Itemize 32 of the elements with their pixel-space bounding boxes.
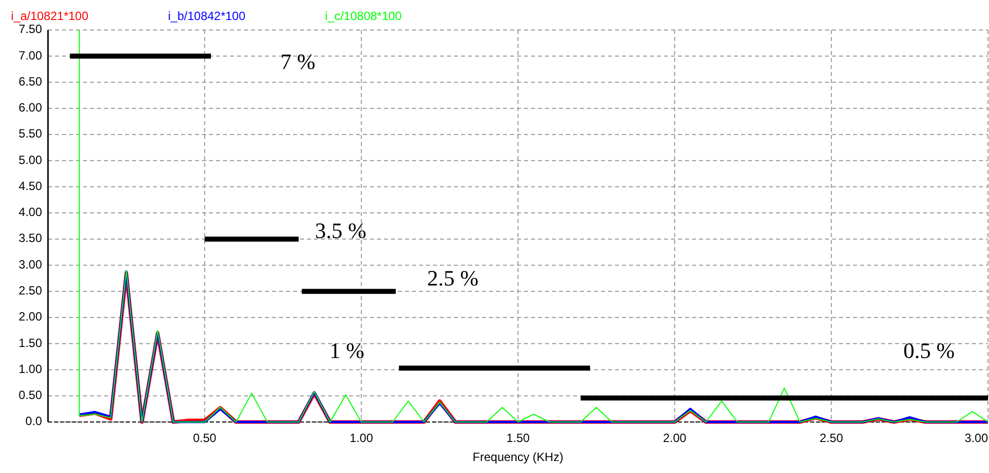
x-tick-label: 2.00 (662, 431, 687, 445)
y-tick-label: 3.50 (18, 231, 42, 246)
x-tick-label: 1.00 (350, 431, 374, 445)
annotation: 0.5 % (903, 338, 955, 364)
text: i_c/10808*100 (325, 9, 402, 23)
line-series (78, 30, 988, 422)
x-tick-label: 3.00 (964, 431, 988, 445)
y-tick-label: 6.50 (18, 74, 42, 88)
y-tick-label: 2.50 (18, 284, 42, 298)
x-tick-label: 2.50 (820, 431, 844, 445)
annotation: 3.5 % (315, 218, 366, 244)
text: i_b/10842*100 (168, 9, 246, 23)
y-tick-label: 1.50 (18, 336, 42, 350)
y-tick-label: 0.50 (18, 388, 42, 402)
annotation: 2.5 % (427, 265, 478, 290)
y-tick-label: 0.0 (25, 414, 42, 428)
y-tick-label: 7.00 (18, 48, 42, 62)
text: i_a/10821*100 (11, 9, 89, 23)
y-tick-label: 2.00 (18, 310, 42, 324)
annotation: 1 % (330, 338, 364, 364)
x-tick-label: 0.50 (192, 431, 217, 445)
y-tick-label: 5.00 (18, 152, 42, 167)
x-axis-title: Frequency (KHz) (472, 450, 564, 464)
annotation: 7 % (280, 49, 316, 74)
y-tick-label: 5.50 (18, 126, 42, 141)
y-tick-label: 3.00 (18, 257, 42, 272)
y-tick-label: 4.50 (18, 178, 42, 193)
y-tick-label: 6.00 (18, 100, 42, 115)
y-tick-label: 7.50 (18, 22, 42, 36)
x-tick-label: 1.50 (506, 431, 530, 445)
y-tick-label: 4.00 (18, 205, 42, 220)
y-tick-label: 1.00 (18, 362, 42, 376)
